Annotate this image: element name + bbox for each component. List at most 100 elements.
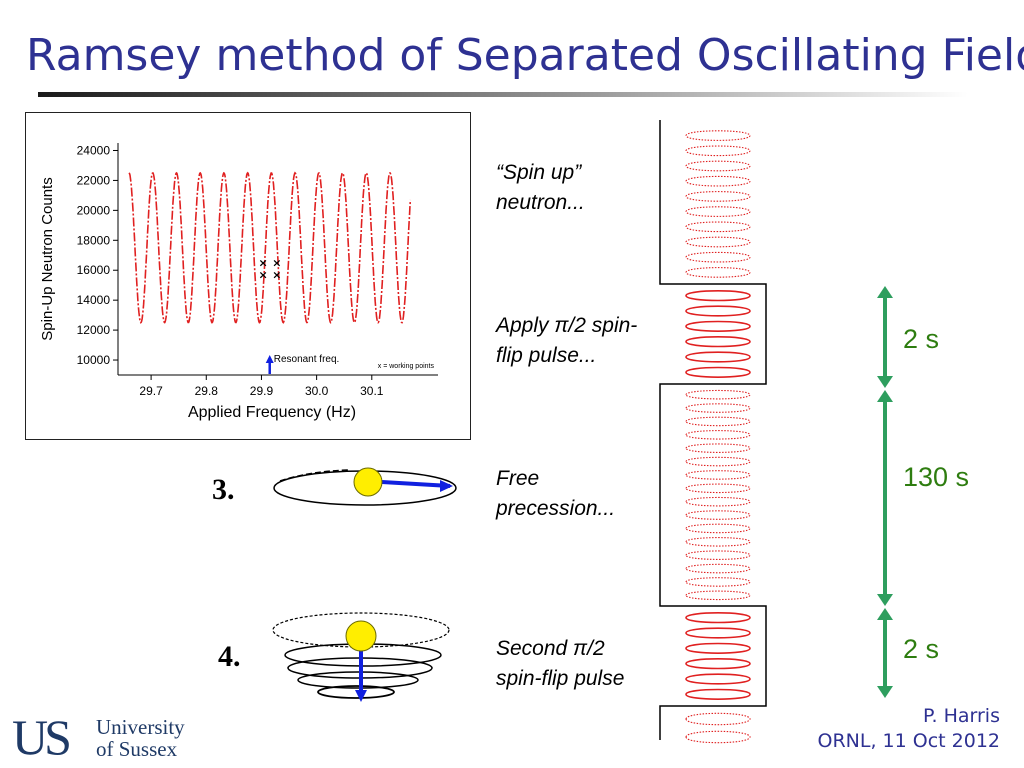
pulse-region-outline [659,120,767,740]
oscillation-loop [685,470,751,480]
oscillation-loop [685,236,751,248]
fringe-curve [128,171,412,324]
oscillation-loop [685,673,751,685]
oscillation-loop [685,688,751,700]
duration-arrow-pulse2 [877,608,893,698]
pulse-sequence-diagram [659,120,767,744]
working-point-marker: × [272,269,281,282]
step-label-line: Apply π/2 spin- [496,314,638,337]
x-axis-label: Applied Frequency (Hz) [188,404,356,421]
step-label-line: “Spin up” [496,161,582,184]
author-block: P. Harris ORNL, 11 Oct 2012 [818,704,1001,754]
oscillation-loop [685,523,751,534]
oscillation-loop [685,642,751,654]
oscillation-loop [685,221,751,233]
x-tick-label: 30.0 [305,384,329,398]
chart-svg: 10000 12000 14000 16000 18000 20000 22000 24000… [39,143,438,421]
resonant-label: Resonant freq. [274,354,340,365]
y-tick-label: 24000 [77,143,111,157]
oscillation-loop [685,496,751,507]
y-tick-label: 12000 [77,323,111,337]
oscillation-loop [685,550,751,560]
oscillation-loop [685,443,751,453]
wave-free-precession [685,389,751,601]
event-date: ORNL, 11 Oct 2012 [817,730,1001,752]
oscillation-loop [685,320,751,332]
oscillation-loop [685,290,751,302]
oscillation-loop [685,251,751,263]
logo-text-line2: of Sussex [96,737,178,761]
oscillation-loop [685,590,751,601]
step-label-line: flip pulse... [496,344,597,367]
oscillation-loop [685,658,751,670]
wave-pulse-1 [685,290,751,378]
working-points-legend: x = working points [378,363,435,370]
oscillation-loop [685,730,751,744]
step-label-line: Free [496,467,540,490]
x-tick-label: 29.9 [250,384,274,398]
oscillation-loop [685,712,751,726]
oscillation-loop [685,612,751,624]
duration-label-pulse2: 2 s [903,634,940,664]
duration-label-precession: 130 s [903,462,970,492]
oscillation-loop [685,175,751,187]
y-tick-label: 22000 [77,173,111,187]
oscillation-loop [685,191,751,202]
x-tick-label: 29.7 [139,384,163,398]
oscillation-loop [685,416,751,427]
precession-sketch [273,467,457,506]
oscillation-loop [685,160,751,172]
duration-arrow-precession [877,390,893,606]
y-tick-label: 10000 [77,353,111,367]
slide-title: Ramsey method of Separated Oscillating F… [26,30,1024,81]
step-label-spin-up: “Spin up” neutron... [496,158,585,218]
working-point-marker: × [272,257,281,270]
oscillation-loop [685,577,751,587]
oscillation-loop [685,305,751,317]
step-label-first-pulse: Apply π/2 spin- flip pulse... [496,311,637,371]
oscillation-loop [685,351,751,363]
wave-tail [685,712,751,744]
step-label-line: precession... [496,497,616,520]
oscillation-loop [685,537,751,547]
oscillation-loop [685,389,751,400]
working-point-marker: × [258,269,267,282]
oscillation-loop [685,145,751,157]
duration-label-pulse1: 2 s [903,324,940,354]
y-tick-label: 18000 [77,233,111,247]
wave-pulse-2 [685,612,751,700]
oscillation-loop [685,130,751,141]
title-underline [38,92,968,97]
oscillation-loop [685,510,751,520]
y-tick-label: 14000 [77,293,111,307]
y-axis-label: Spin-Up Neutron Counts [39,177,56,340]
oscillation-loop [685,336,751,348]
step-number-3: 3. [212,473,235,506]
logo-text-line1: University [96,715,185,739]
resonant-marker-head [265,355,274,363]
spin-flip-sketch [272,612,450,702]
oscillation-loop [685,430,751,440]
author-name: P. Harris [923,705,1000,727]
oscillation-loop [685,483,751,494]
oscillation-loop [685,563,751,574]
x-tick-label: 30.1 [360,384,384,398]
oscillation-loop [685,456,751,467]
university-logo: US University of Sussex [12,709,202,765]
y-tick-label: 20000 [77,203,111,217]
step-label-line: spin-flip pulse [496,667,625,690]
oscillation-loop [685,366,751,378]
oscillation-loop [685,403,751,413]
working-point-marker: × [258,257,267,270]
oscillation-loop [685,206,751,217]
step-label-free-precession: Free precession... [496,464,615,524]
x-tick-label: 29.8 [195,384,219,398]
duration-arrows [877,286,893,698]
logo-mark: US [12,709,72,765]
step-label-second-pulse: Second π/2 spin-flip pulse [496,634,624,694]
y-tick-label: 16000 [77,263,111,277]
wave-spin-up [685,130,751,278]
oscillation-loop [685,627,751,639]
duration-arrow-pulse1 [877,286,893,388]
step-label-line: neutron... [496,191,585,214]
